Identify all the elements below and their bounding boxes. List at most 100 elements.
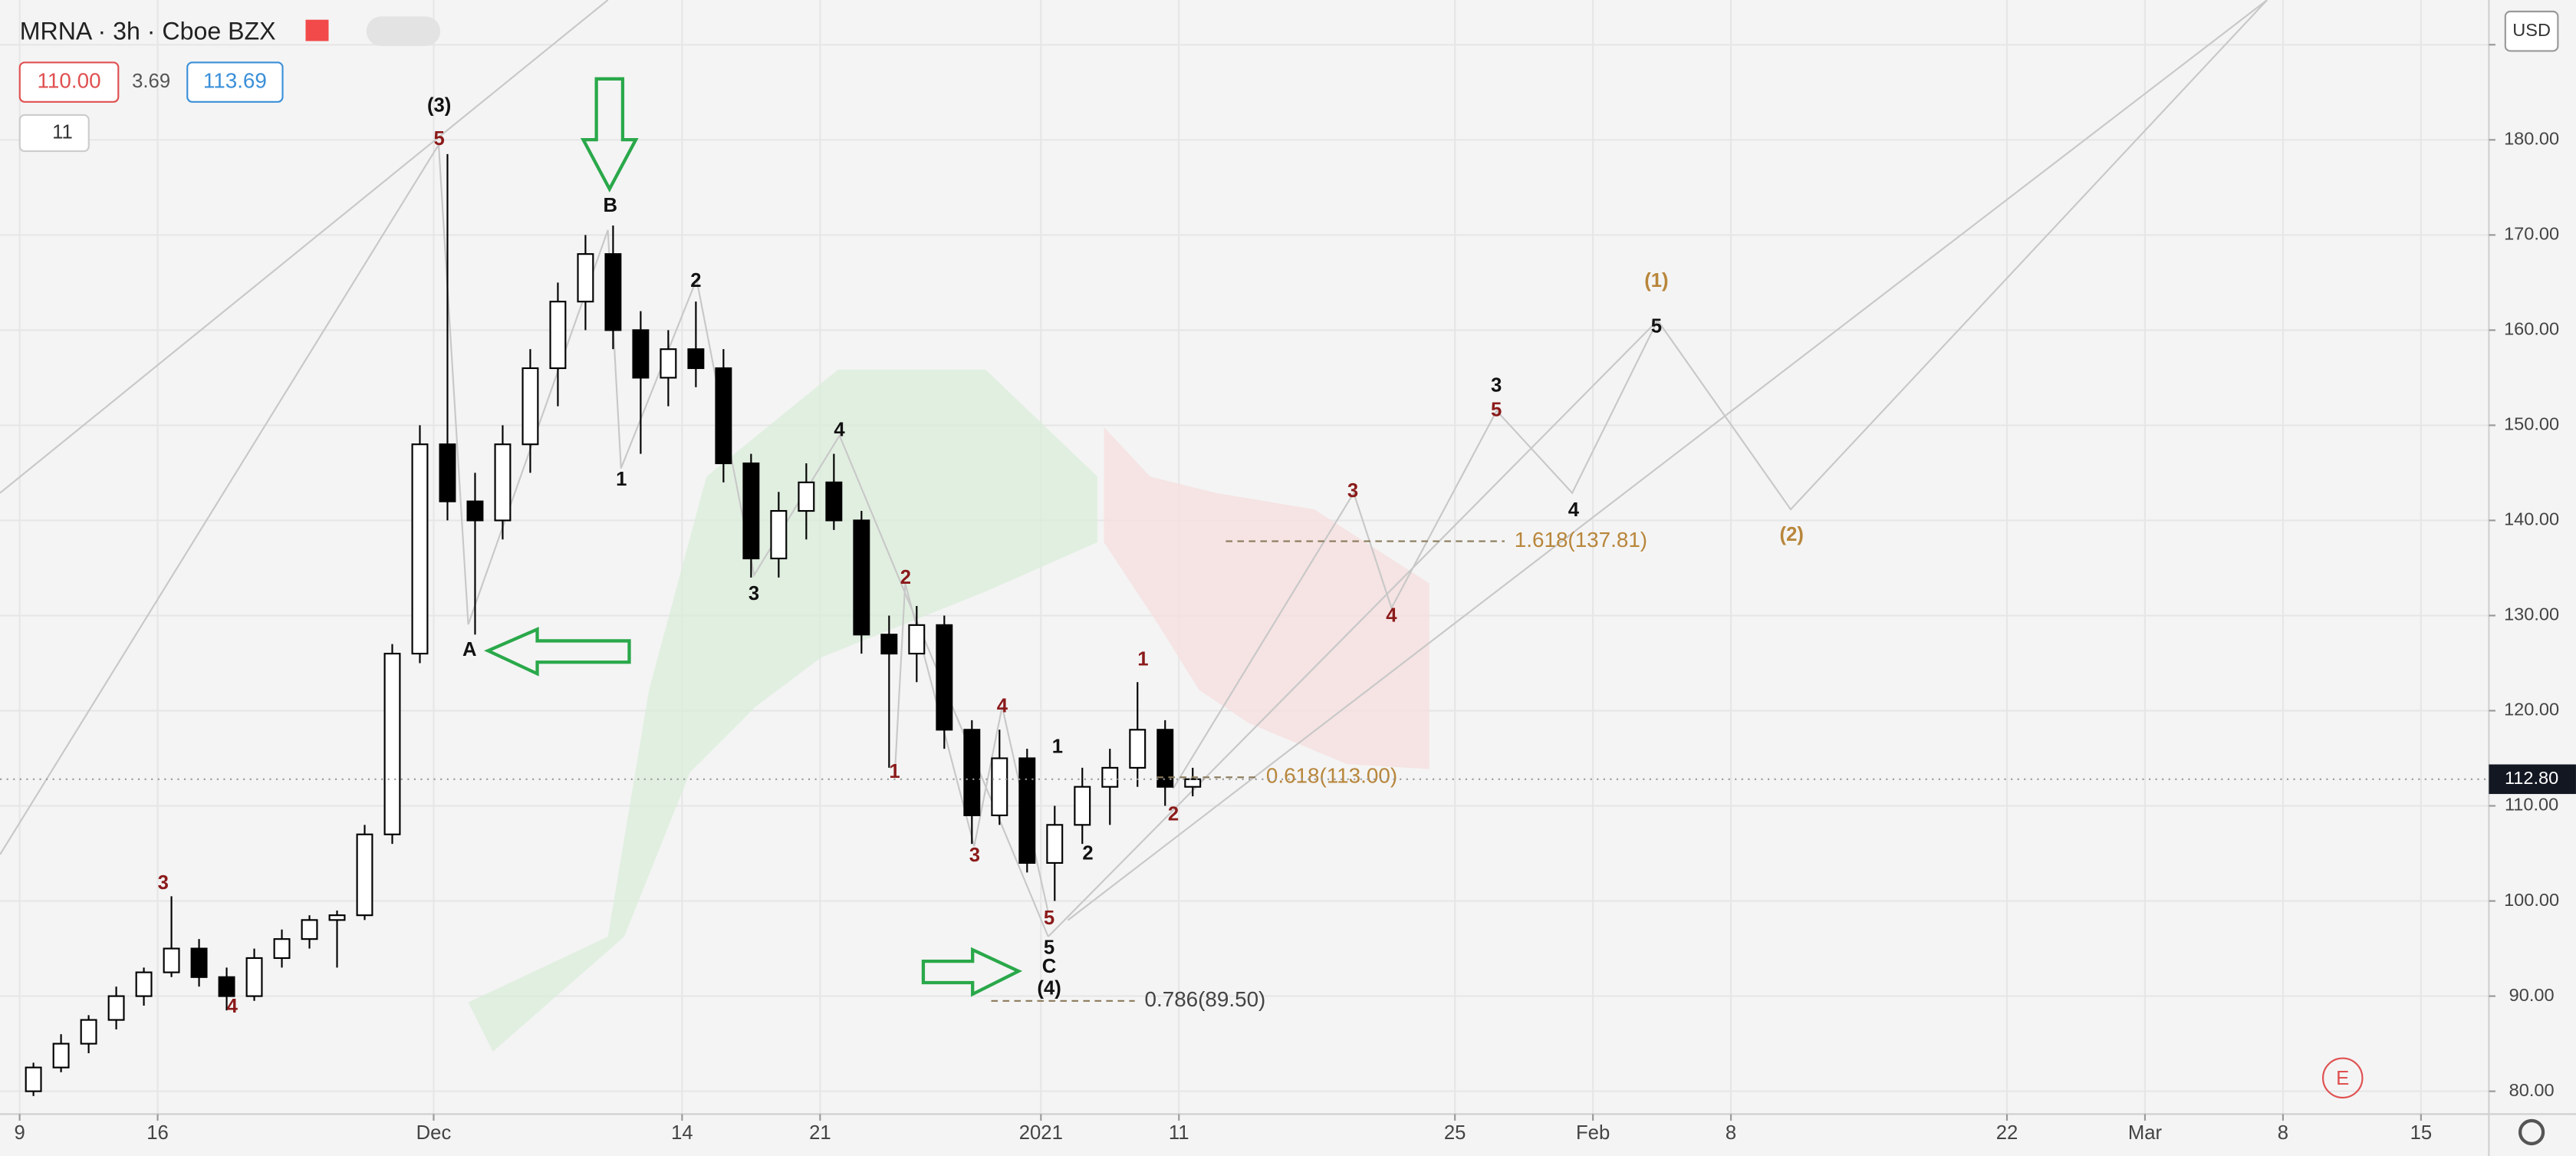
wave-label: 4 xyxy=(997,695,1008,716)
wave-label: (3) xyxy=(427,95,451,117)
wave-label: 3 xyxy=(748,583,759,604)
y-tick-label: 140.00 xyxy=(2504,509,2559,529)
symbol: MRNA · 3h · Cboe BZX xyxy=(20,17,276,44)
y-tick-label: 80.00 xyxy=(2509,1080,2555,1100)
settings-icon[interactable] xyxy=(2518,1118,2545,1146)
wave-label: 1 xyxy=(1052,736,1063,758)
wave-label: (1) xyxy=(1644,270,1668,291)
spread: 3.69 xyxy=(132,71,170,92)
indicators-toggle[interactable] xyxy=(18,114,90,153)
candle-body xyxy=(1074,785,1091,826)
compare-pill[interactable] xyxy=(366,16,441,46)
candle-body xyxy=(660,348,677,379)
candle-body xyxy=(163,947,180,973)
x-tick-label: 21 xyxy=(809,1122,831,1144)
wave-label: 2 xyxy=(900,567,911,588)
wave-label: 3 xyxy=(969,845,980,866)
candle-body xyxy=(604,253,622,331)
cloud-red xyxy=(1104,427,1429,769)
wave-label: C xyxy=(1042,956,1057,977)
candle-body xyxy=(577,253,594,303)
wave-label: 5 xyxy=(434,128,445,150)
candle-body xyxy=(190,947,208,978)
x-tick-label: 22 xyxy=(1996,1122,2018,1144)
wave-label: 1 xyxy=(889,761,900,782)
fib-label: 1.618(137.81) xyxy=(1515,528,1647,552)
candle-body xyxy=(107,995,125,1021)
candle-body xyxy=(632,329,650,379)
candle-body xyxy=(383,653,401,835)
candle-body xyxy=(135,971,153,997)
wave-label: 2 xyxy=(690,270,701,291)
currency: USD xyxy=(2512,20,2551,40)
candle-body xyxy=(687,348,705,370)
x-tick-label: Feb xyxy=(1576,1122,1610,1144)
x-tick-label: 9 xyxy=(14,1122,25,1144)
y-tick-label: 150.00 xyxy=(2504,414,2559,434)
wave-line xyxy=(1172,320,1659,789)
candle-body xyxy=(1129,729,1147,769)
y-tick-label: 170.00 xyxy=(2504,224,2559,244)
candle-body xyxy=(549,301,567,370)
wave-label: A xyxy=(462,639,477,660)
flag-icon[interactable] xyxy=(305,19,329,41)
ask-box[interactable] xyxy=(186,61,284,103)
wave-line xyxy=(1047,0,2268,937)
candle-body xyxy=(521,367,539,446)
wave-label: (2) xyxy=(1780,524,1804,545)
candles: 1.618(137.81) 0.618(113.00) 0.786(89.50) (3… xyxy=(0,95,2489,1096)
x-tick-label: Dec xyxy=(416,1122,452,1144)
last-price-label: 112.80 xyxy=(2505,768,2558,788)
y-tick-label: 130.00 xyxy=(2504,604,2559,624)
candle-body xyxy=(439,443,456,502)
wave-label: 1 xyxy=(616,469,627,490)
arrow-right xyxy=(921,947,1023,997)
candle-body xyxy=(963,729,981,816)
wave-line xyxy=(1067,0,2268,921)
y-tick-label: 110.00 xyxy=(2505,795,2558,815)
candle-body xyxy=(80,1019,97,1045)
candle-body xyxy=(991,757,1008,816)
candle-body xyxy=(273,938,291,960)
currency-box[interactable] xyxy=(2504,10,2559,52)
wave-label: 5 xyxy=(1651,315,1662,337)
candle-body xyxy=(908,624,926,655)
arrows xyxy=(484,77,1023,997)
x-tick-label: 8 xyxy=(1726,1122,1736,1144)
candle-body xyxy=(245,957,263,997)
candle-body xyxy=(218,976,235,997)
wave-label: 5 xyxy=(1491,400,1502,421)
candle-body xyxy=(1156,729,1174,788)
candle-body xyxy=(770,509,788,560)
candle-body xyxy=(25,1066,42,1092)
candle-body xyxy=(494,443,512,522)
arrow-left xyxy=(484,627,631,677)
candle-body xyxy=(825,481,843,522)
earnings: E xyxy=(2336,1068,2349,1089)
axes: 80.00 90.00 100.00 110.00 120.00 130.00 140.00… xyxy=(14,34,2576,1144)
candle-body xyxy=(798,481,815,512)
wave-label: 5 xyxy=(1044,907,1054,929)
x-tick-label: 8 xyxy=(2278,1122,2288,1144)
candle-body xyxy=(1018,757,1036,865)
wave-label: 3 xyxy=(158,872,169,894)
candle-body xyxy=(936,624,953,731)
y-tick-label: 160.00 xyxy=(2504,319,2559,339)
y-tick-label: 120.00 xyxy=(2504,700,2559,720)
candle-body xyxy=(853,519,870,636)
wave-label: (4) xyxy=(1037,978,1061,1000)
last-price-box xyxy=(2489,764,2576,795)
earnings-icon[interactable] xyxy=(2321,1057,2364,1099)
y-tick-label: 90.00 xyxy=(2509,985,2555,1005)
candle-body xyxy=(742,462,760,560)
wave-label: 4 xyxy=(1386,604,1397,626)
bid-box[interactable] xyxy=(18,61,120,103)
candle-body xyxy=(1184,778,1202,788)
wave-label: 3 xyxy=(1491,374,1502,396)
bid: 110.00 xyxy=(37,68,100,92)
ask: 113.69 xyxy=(203,68,267,92)
x-tick-label: 14 xyxy=(671,1122,693,1144)
fib-label: 0.786(89.50) xyxy=(1145,987,1266,1011)
candle-body xyxy=(1046,824,1064,865)
candle-body xyxy=(52,1042,70,1069)
